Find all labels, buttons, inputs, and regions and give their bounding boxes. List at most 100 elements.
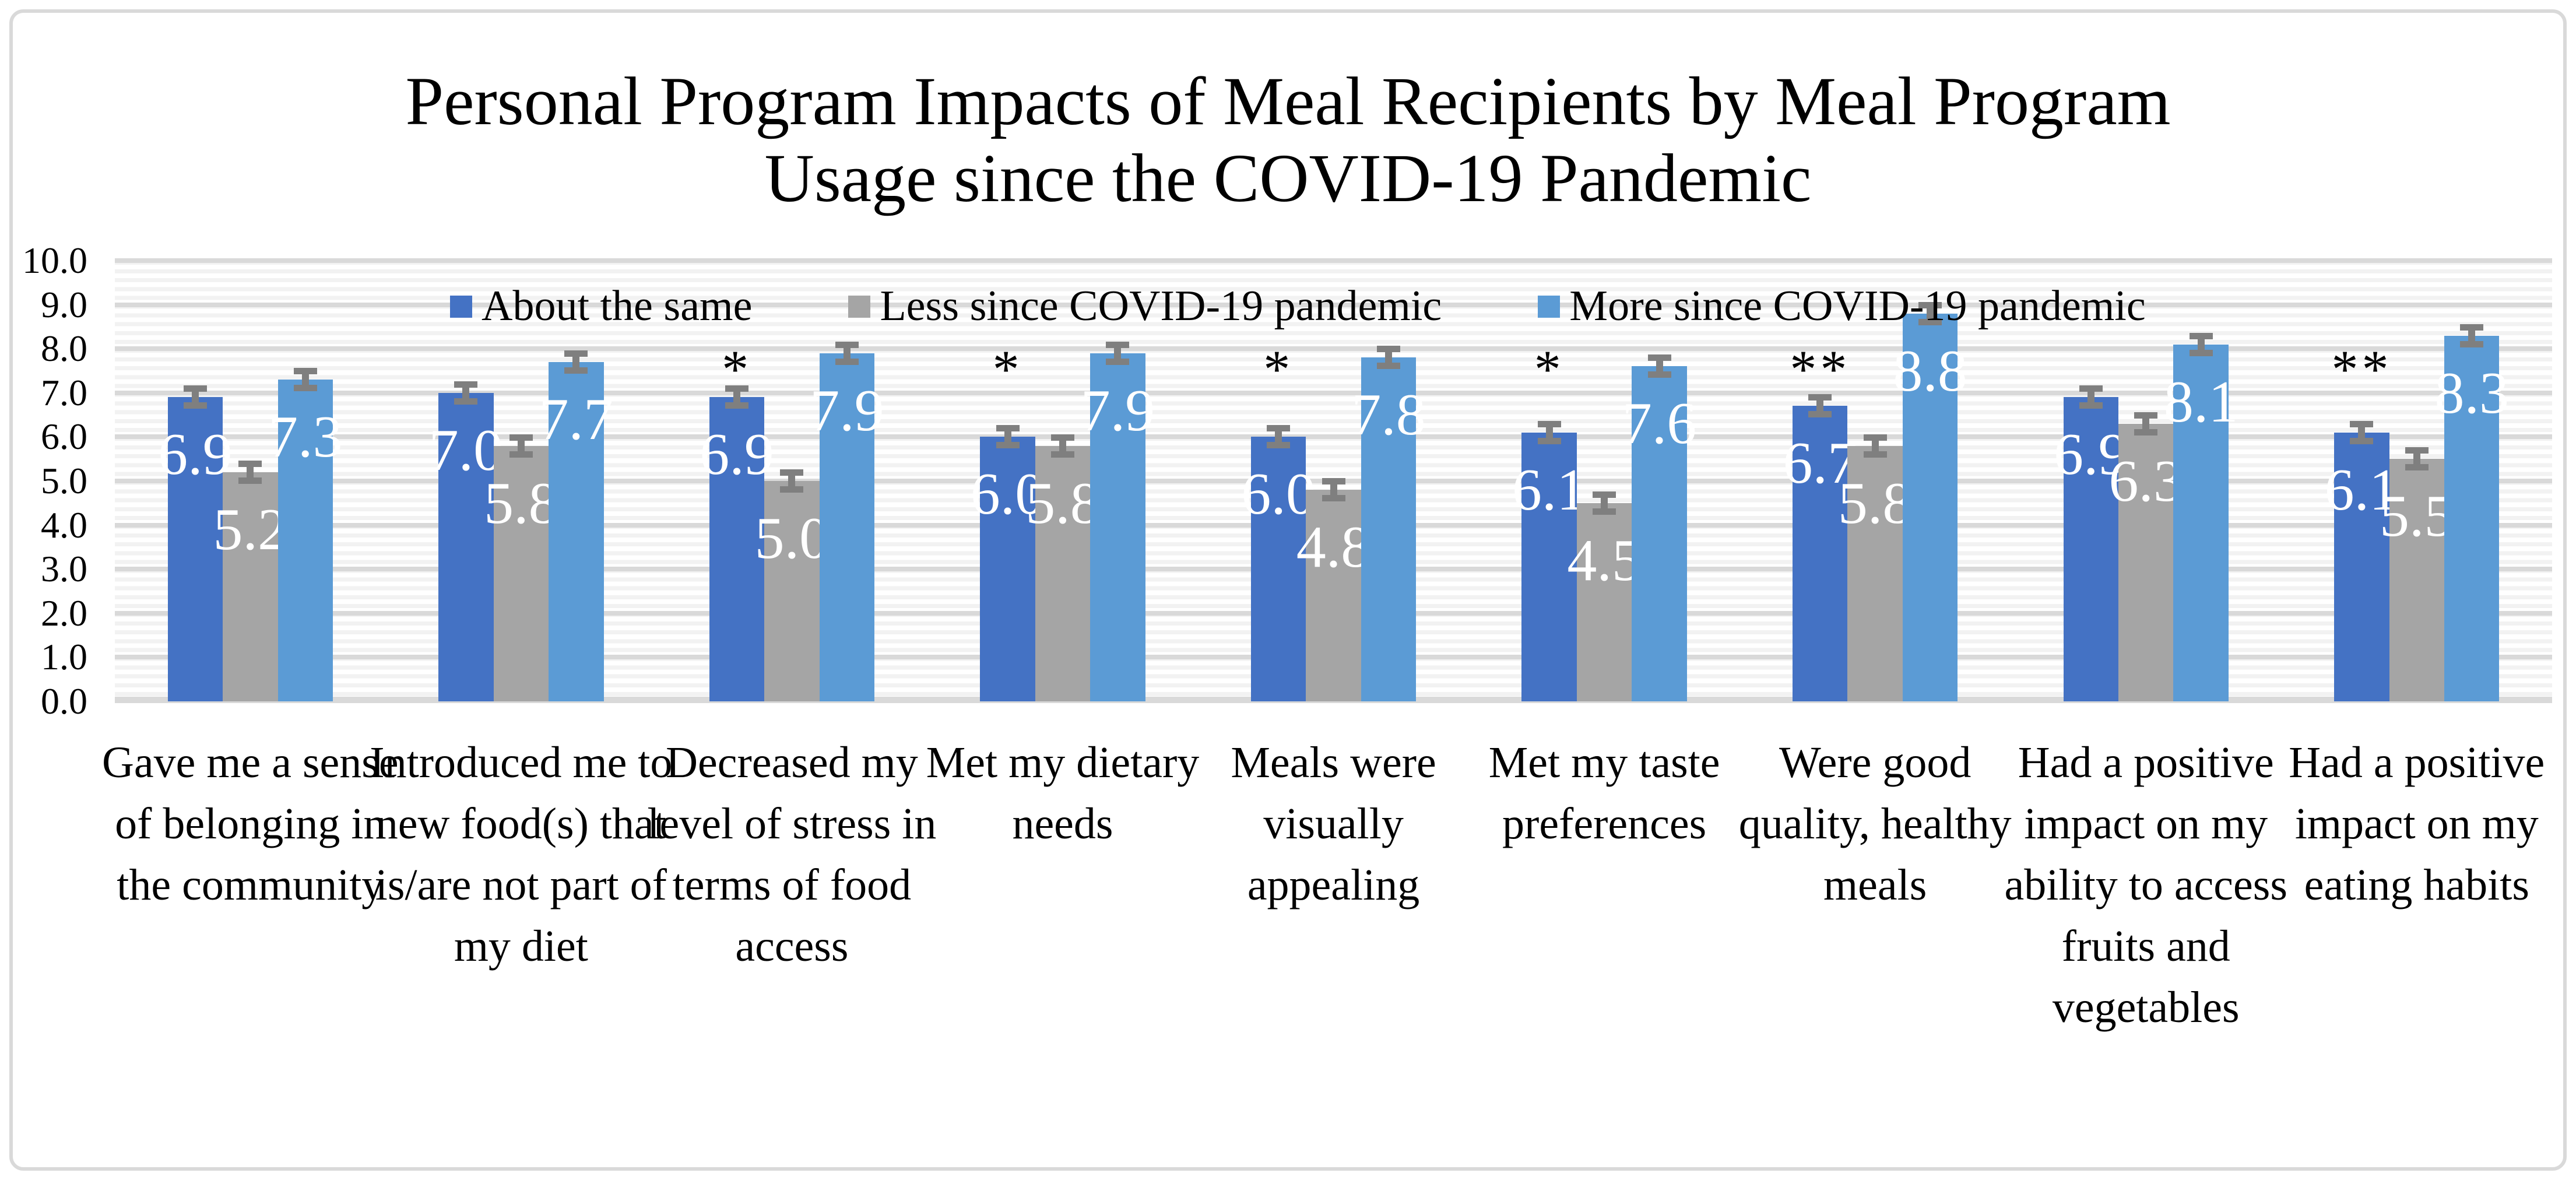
error-bar bbox=[1050, 434, 1074, 458]
y-tick-label: 10.0 bbox=[22, 240, 87, 281]
bar-group: 6.7 5.8 8.8 ** bbox=[1739, 261, 2011, 701]
bar-group: 7.0 5.8 7.7 bbox=[386, 261, 657, 701]
y-tick-label: 9.0 bbox=[41, 283, 87, 325]
bar: 6.9 bbox=[158, 385, 233, 701]
y-tick-label: 6.0 bbox=[41, 416, 87, 458]
error-bar bbox=[1863, 434, 1887, 458]
bar: 8.1 bbox=[2164, 332, 2238, 701]
bar-value-label: 6.1 bbox=[2324, 456, 2399, 523]
category-label: Meals were visually appealing bbox=[1231, 738, 1436, 909]
gridline bbox=[115, 346, 2552, 352]
bar-value-label: 7.7 bbox=[539, 386, 614, 452]
bar-group: 6.9 5.0 7.9 * bbox=[656, 261, 927, 701]
y-tick-label: 4.0 bbox=[41, 504, 87, 546]
bar: 6.0 bbox=[1241, 425, 1316, 701]
bar-cluster: 6.7 5.8 8.8 bbox=[1783, 261, 1967, 701]
bar-value-label: 5.8 bbox=[1837, 470, 1913, 536]
y-tick-label: 2.0 bbox=[41, 592, 87, 634]
bar-value-label: 5.5 bbox=[2380, 483, 2454, 550]
bar-value-label: 6.9 bbox=[700, 422, 774, 488]
bar: 7.7 bbox=[539, 350, 613, 701]
error-bar bbox=[2405, 447, 2429, 471]
bar-value-label: 7.3 bbox=[268, 404, 343, 470]
bar: 7.3 bbox=[268, 368, 342, 701]
x-label-slot: Decreased my level of stress in terms of… bbox=[647, 732, 936, 1038]
x-label-slot: Met my taste preferences bbox=[1469, 732, 1740, 1038]
bar-value-label: 6.0 bbox=[1241, 461, 1316, 528]
bar: 6.9 bbox=[700, 385, 774, 701]
bar-cluster: 6.1 5.5 8.3 bbox=[2325, 261, 2509, 701]
bar-value-label: 5.0 bbox=[754, 505, 830, 571]
bar-value-label: 8.1 bbox=[2163, 368, 2238, 435]
bar: 7.0 bbox=[429, 381, 503, 701]
bar-value-label: 5.8 bbox=[484, 470, 558, 536]
error-bar bbox=[1106, 341, 1130, 365]
y-tick-label: 7.0 bbox=[41, 371, 87, 413]
bar-value-label: 8.8 bbox=[1893, 338, 1967, 404]
bar-cluster: 6.9 5.0 7.9 bbox=[700, 261, 884, 701]
error-bar bbox=[2189, 332, 2213, 356]
bar: 5.8 bbox=[1838, 434, 1912, 701]
category-label: Had a positive impact on my eating habit… bbox=[2289, 738, 2545, 909]
x-label-slot: Had a positive impact on my eating habit… bbox=[2282, 732, 2553, 1038]
error-bar bbox=[2350, 420, 2374, 444]
bar-cluster: 7.0 5.8 7.7 bbox=[429, 261, 613, 701]
error-bar bbox=[1376, 346, 1400, 370]
error-bar bbox=[2079, 385, 2103, 409]
error-bar bbox=[454, 381, 478, 405]
category-label: Met my dietary needs bbox=[926, 738, 1200, 848]
bar: 7.8 bbox=[1351, 346, 1426, 701]
bar: 5.5 bbox=[2380, 447, 2454, 701]
bar-value-label: 7.6 bbox=[1622, 391, 1697, 457]
y-tick-label: 1.0 bbox=[41, 636, 87, 678]
category-label: Met my taste preferences bbox=[1488, 738, 1720, 848]
x-label-slot: Meals were visually appealing bbox=[1198, 732, 1469, 1038]
error-bar bbox=[835, 341, 859, 365]
error-bar bbox=[1267, 425, 1291, 449]
legend-label: Less since COVID-19 pandemic bbox=[880, 282, 1442, 330]
bar-value-label: 5.2 bbox=[213, 496, 288, 563]
legend-marker bbox=[450, 295, 472, 318]
y-tick-label: 3.0 bbox=[41, 548, 87, 590]
bar-cluster: 6.1 4.5 7.6 bbox=[1512, 261, 1696, 701]
error-bar bbox=[996, 425, 1020, 449]
y-axis: 10.0 9.0 8.0 7.0 6.0 5.0 4.0 3.0 2.0 1.0 0.0 bbox=[0, 240, 87, 722]
bar-group: 6.9 5.2 7.3 bbox=[115, 261, 386, 701]
error-bar bbox=[2134, 412, 2158, 436]
error-bar bbox=[780, 469, 804, 493]
legend-marker bbox=[848, 295, 871, 318]
legend-label: More since COVID-19 pandemic bbox=[1569, 282, 2146, 330]
bar-group: 6.9 6.3 8.1 bbox=[2011, 261, 2282, 701]
x-label-slot: Gave me a sense of belonging in the comm… bbox=[102, 732, 399, 1038]
bar-value-label: 6.7 bbox=[1783, 430, 1857, 497]
legend-item: About the same bbox=[450, 282, 752, 331]
gridline bbox=[115, 434, 2552, 440]
bar-value-label: 4.5 bbox=[1567, 527, 1642, 593]
significance-marker: ** bbox=[2331, 339, 2392, 399]
error-bar bbox=[293, 368, 317, 392]
legend: About the same Less since COVID-19 pandem… bbox=[450, 282, 2146, 331]
error-bar bbox=[1593, 491, 1616, 515]
bar-value-label: 6.0 bbox=[970, 461, 1045, 528]
chart-title-line-1: Personal Program Impacts of Meal Recipie… bbox=[405, 63, 2171, 139]
bar: 4.8 bbox=[1296, 478, 1370, 701]
bar: 6.9 bbox=[2054, 385, 2128, 701]
category-label: Had a positive impact on my ability to a… bbox=[2004, 738, 2287, 1032]
bar-value-label: 6.9 bbox=[2054, 422, 2128, 488]
bar: 6.0 bbox=[971, 425, 1045, 701]
bar: 7.9 bbox=[1081, 341, 1155, 701]
x-label-slot: Had a positive impact on my ability to a… bbox=[2005, 732, 2287, 1038]
x-label-slot: Introduced me to new food(s) that is/are… bbox=[370, 732, 672, 1038]
bar: 6.1 bbox=[1512, 420, 1586, 701]
y-tick-label: 0.0 bbox=[41, 680, 87, 722]
x-label-slot: Were good quality, healthy meals bbox=[1739, 732, 2012, 1038]
x-label-slot: Met my dietary needs bbox=[926, 732, 1200, 1038]
chart-title-line-2: Usage since the COVID-19 Pandemic bbox=[764, 140, 1812, 217]
error-bar bbox=[1918, 301, 1942, 325]
legend-item: More since COVID-19 pandemic bbox=[1538, 282, 2146, 331]
error-bar bbox=[1647, 354, 1671, 378]
bar-cluster: 6.0 5.8 7.9 bbox=[971, 261, 1155, 701]
bar: 5.2 bbox=[213, 460, 287, 701]
error-bar bbox=[238, 460, 262, 484]
error-bar bbox=[1322, 478, 1345, 502]
